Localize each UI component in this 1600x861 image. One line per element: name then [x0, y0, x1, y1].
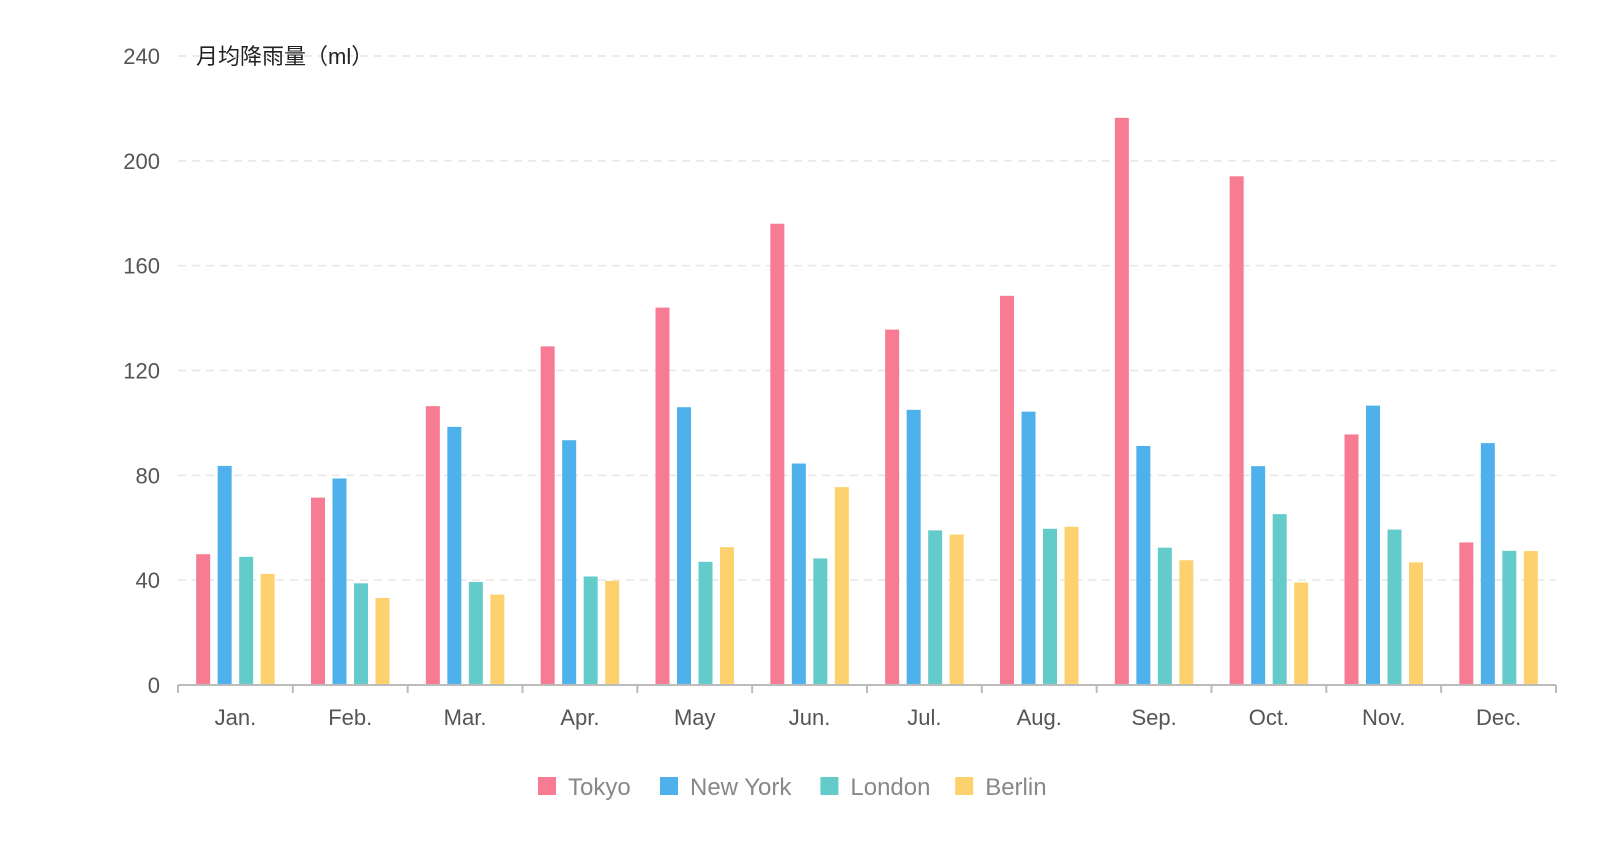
legend-swatch — [820, 777, 839, 795]
y-tick-label: 160 — [123, 254, 160, 279]
x-tick-label: Feb. — [328, 705, 372, 730]
bar-london — [468, 582, 483, 685]
bar-new-york — [906, 409, 921, 685]
legend-label: Berlin — [985, 774, 1046, 801]
bar-london — [354, 583, 368, 685]
bar-london — [1502, 550, 1517, 685]
y-tick-label: 200 — [123, 149, 160, 174]
bar-berlin — [834, 487, 849, 685]
bar-new-york — [1366, 405, 1380, 685]
bar-new-york — [447, 426, 462, 685]
x-tick-label: Jul. — [907, 705, 941, 730]
bar-tokyo — [1000, 295, 1014, 685]
bar-london — [813, 558, 828, 685]
bar-tokyo — [1114, 117, 1129, 685]
bar-new-york — [332, 478, 347, 685]
x-tick-label: Nov. — [1362, 705, 1406, 730]
bar-new-york — [1251, 466, 1266, 685]
bar-berlin — [1294, 582, 1309, 685]
bar-berlin — [1179, 560, 1194, 685]
bar-new-york — [1136, 445, 1151, 685]
bar-tokyo — [770, 223, 785, 685]
y-tick-label: 240 — [123, 44, 160, 69]
bar-london — [1387, 529, 1402, 685]
bar-berlin — [605, 580, 620, 685]
bar-london — [1043, 528, 1057, 685]
bar-london — [1272, 514, 1287, 685]
x-tick-label: Jun. — [789, 705, 831, 730]
bar-tokyo — [655, 307, 670, 685]
bar-tokyo — [540, 346, 555, 685]
bar-new-york — [217, 465, 232, 685]
bar-london — [583, 576, 598, 685]
y-tick-label: 40 — [136, 568, 160, 593]
bar-london — [239, 556, 254, 685]
bar-new-york — [791, 463, 806, 685]
bar-tokyo — [425, 406, 440, 685]
x-tick-label: Mar. — [444, 705, 487, 730]
legend-item: New York — [660, 774, 792, 801]
bar-new-york — [1480, 443, 1495, 685]
bars — [196, 117, 1538, 685]
axes: 0 40 80 120 160 200 240 Jan. Feb. Mar. Apr. May Jun.… — [123, 44, 1557, 730]
bar-london — [1157, 547, 1172, 685]
bar-tokyo — [1229, 176, 1244, 685]
bar-berlin — [490, 594, 505, 685]
x-tick-label: Dec. — [1476, 705, 1521, 730]
bar-new-york — [1021, 411, 1036, 685]
bar-tokyo — [885, 329, 900, 685]
bar-berlin — [1523, 551, 1538, 685]
x-tick-label: Oct. — [1249, 705, 1289, 730]
legend-label: Tokyo — [568, 774, 631, 801]
grid-lines — [178, 55, 1556, 581]
legend-swatch — [538, 777, 556, 795]
bar-new-york — [562, 440, 577, 685]
x-tick-label: May — [674, 705, 716, 730]
x-tick-label: Aug. — [1017, 705, 1062, 730]
x-tick-label: Sep. — [1131, 705, 1176, 730]
legend-item: Tokyo — [538, 774, 631, 801]
legend: Tokyo New York London Berlin — [538, 774, 1047, 801]
bar-berlin — [1064, 526, 1079, 685]
bar-berlin — [260, 573, 275, 685]
legend-swatch — [660, 777, 678, 795]
y-tick-label: 0 — [148, 673, 160, 698]
x-tick-label: Jan. — [215, 705, 257, 730]
legend-swatch — [955, 777, 974, 795]
bar-berlin — [375, 597, 390, 685]
bar-berlin — [720, 547, 734, 685]
bar-london — [928, 530, 943, 685]
bar-tokyo — [196, 554, 211, 685]
bar-new-york — [677, 407, 691, 685]
bar-tokyo — [1459, 542, 1474, 685]
bar-berlin — [1409, 562, 1423, 685]
legend-label: London — [850, 774, 930, 801]
legend-item: London — [820, 774, 930, 801]
legend-label: New York — [690, 774, 792, 801]
y-tick-label: 80 — [136, 463, 160, 488]
bar-berlin — [949, 534, 964, 685]
y-axis-title: 月均降雨量（ml） — [196, 44, 373, 69]
bar-tokyo — [1344, 434, 1359, 685]
y-tick-label: 120 — [123, 359, 160, 384]
legend-item: Berlin — [955, 774, 1047, 801]
bar-london — [698, 561, 713, 685]
x-tick-label: Apr. — [560, 705, 599, 730]
bar-tokyo — [311, 497, 325, 685]
